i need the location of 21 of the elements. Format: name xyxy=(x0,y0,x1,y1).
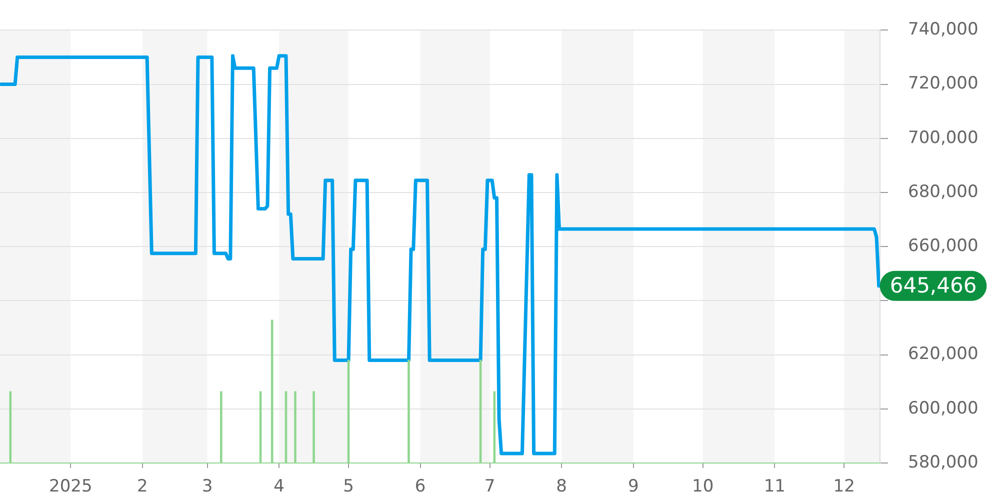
x-tick-label: 11 xyxy=(764,476,786,497)
annotation: 645,466 xyxy=(890,273,977,298)
x-tick-label: 4 xyxy=(274,476,284,497)
x-tick-label: 8 xyxy=(556,476,567,497)
x-tick-label: 10 xyxy=(692,476,714,497)
y-tick-label: 660,000 xyxy=(908,236,978,256)
x-tick-label: 3 xyxy=(202,476,213,497)
y-tick-label: 620,000 xyxy=(908,344,978,364)
y-tick-label: 680,000 xyxy=(908,182,978,202)
x-tick-label: 6 xyxy=(414,476,426,497)
x-tick-label: 9 xyxy=(628,476,639,497)
y-tick-label: 720,000 xyxy=(908,74,978,94)
x-tick-label: 5 xyxy=(343,476,354,497)
y-tick-label: 740,000 xyxy=(908,20,978,40)
x-tick-label: 2 xyxy=(137,476,148,497)
y-tick-label: 700,000 xyxy=(908,128,978,148)
y-tick-label: 580,000 xyxy=(908,452,978,472)
x-tick-label: 7 xyxy=(484,476,496,497)
x-tick-label: 12 xyxy=(833,476,855,497)
y-tick-label: 600,000 xyxy=(908,398,978,418)
x-tick-label: 2025 xyxy=(49,476,92,497)
